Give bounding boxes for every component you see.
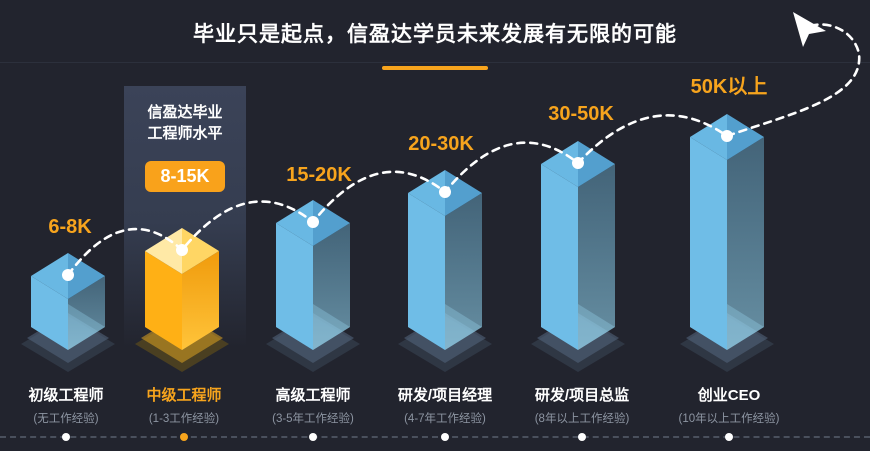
curve-dot-2 [176, 244, 188, 256]
bar-right-face [445, 193, 482, 350]
salary-label-junior: 6-8K [48, 216, 92, 238]
bar-top-face [408, 170, 445, 216]
category-senior-engineer: 高级工程师 (3-5年工作经验) [272, 384, 354, 426]
curve-dot-6 [721, 130, 733, 142]
category-title: 初级工程师 [28, 387, 104, 404]
bar-right-face [578, 164, 615, 350]
category-title: 研发/项目经理 [397, 387, 493, 404]
salary-label-manager: 20-30K [408, 133, 474, 155]
timeline-baseline [0, 436, 870, 438]
curve-dot-4 [439, 186, 451, 198]
category-mid-engineer-highlighted: 中级工程师 (1-3工作经验) [146, 384, 221, 426]
title-underline-accent [382, 66, 488, 70]
highlight-column-label-line1: 信盈达毕业 [147, 104, 223, 121]
timeline-dot-6 [725, 433, 733, 441]
bar-left-face [276, 223, 313, 350]
trend-dashed-curve [66, 23, 861, 277]
bar-left-face [145, 251, 182, 350]
salary-badge: 8-15K [145, 161, 225, 192]
bar-left-face [690, 137, 727, 350]
page-title: 毕业只是起点，信盈达学员未来发展有无限的可能 [193, 23, 677, 46]
bar-6-blue-bar [680, 114, 774, 372]
bar-left-face [31, 276, 68, 350]
header-divider [0, 62, 870, 63]
category-experience: (3-5年工作经验) [272, 413, 354, 425]
bar-top-face [727, 114, 764, 160]
curve-dot-3 [307, 216, 319, 228]
bar-top-face [276, 200, 313, 246]
category-title: 创业CEO [697, 387, 761, 404]
highlight-column-label-line2: 工程师水平 [147, 125, 223, 142]
bar-top-face [690, 114, 727, 160]
bar-right-face [68, 276, 105, 350]
category-experience: (1-3工作经验) [148, 413, 220, 425]
category-experience: (无工作经验) [33, 413, 99, 425]
category-startup-ceo: 创业CEO (10年以上工作经验) [679, 384, 780, 426]
curve-dot-1 [62, 269, 74, 281]
category-rd-project-manager: 研发/项目经理 (4-7年工作经验) [398, 384, 492, 426]
category-rd-project-director: 研发/项目总监 (8年以上工作经验) [535, 384, 630, 426]
bar-right-face [727, 137, 764, 350]
bar-2-highlighted-orange-bar [135, 228, 229, 372]
salary-label-director: 30-50K [548, 103, 614, 125]
salary-label-ceo: 50K以上 [690, 76, 768, 98]
timeline-dot-2-highlighted [180, 433, 188, 441]
trend-arrow-icon [793, 12, 826, 47]
bar-5-blue-bar [531, 141, 625, 372]
bar-right-face [313, 223, 350, 350]
category-title: 中级工程师 [146, 387, 222, 404]
category-title: 高级工程师 [275, 387, 351, 404]
category-experience: (8年以上工作经验) [534, 413, 630, 425]
bar-right-face [182, 251, 219, 350]
category-title: 研发/项目总监 [534, 387, 630, 404]
bar-top-face [31, 253, 68, 299]
salary-label-senior: 15-20K [286, 164, 352, 186]
timeline-dot-1 [62, 433, 70, 441]
bar-top-face [541, 141, 578, 187]
timeline-dot-4 [441, 433, 449, 441]
bar-left-face [541, 164, 578, 350]
category-junior-engineer: 初级工程师 (无工作经验) [28, 384, 103, 426]
bar-top-face [145, 228, 182, 274]
curve-dot-5 [572, 157, 584, 169]
highlight-column-label: 信盈达毕业 工程师水平 [124, 102, 246, 144]
bar-left-face [408, 193, 445, 350]
category-experience: (10年以上工作经验) [678, 413, 780, 425]
timeline-dot-5 [578, 433, 586, 441]
timeline-dot-3 [309, 433, 317, 441]
bar-4-blue-bar [398, 170, 492, 372]
category-experience: (4-7年工作经验) [404, 413, 486, 425]
bar-1-blue-bar [21, 253, 115, 372]
bar-3-blue-bar [266, 200, 360, 372]
